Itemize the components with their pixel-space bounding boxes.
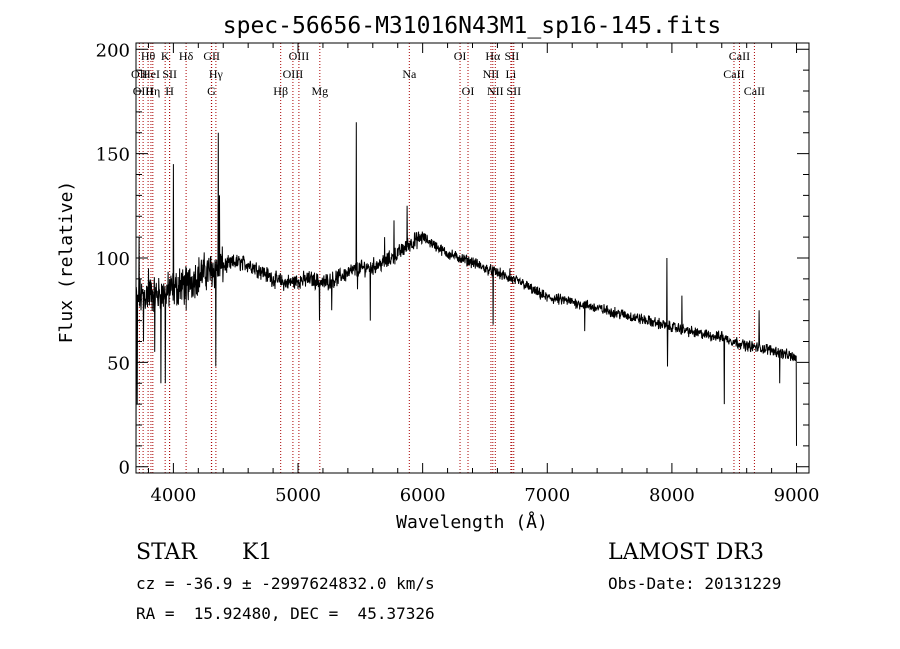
line-marker-label-9: GII (203, 49, 220, 63)
x-axis-label: Wavelength (Å) (396, 511, 548, 533)
line-marker-label-12: OIII (289, 49, 310, 63)
line-marker-label-6: SII (162, 67, 177, 81)
line-marker-label-20: SII (505, 49, 520, 63)
obs-date: Obs-Date: 20131229 (608, 574, 782, 593)
x-tick-label-0: 4000 (150, 485, 196, 506)
x-tick-label-3: 7000 (524, 485, 570, 506)
line-marker-label-18: OI (462, 84, 475, 98)
redshift-line: cz = -36.9 ± -2997624832.0 km/s (136, 574, 435, 593)
line-marker-label-15: Mg (311, 84, 328, 98)
spectrum-line (135, 122, 797, 457)
line-marker-label-5: K (161, 49, 170, 63)
line-marker-label-2: OIII (133, 84, 154, 98)
y-tick-label-1: 50 (107, 353, 130, 374)
x-tick-label-1: 5000 (275, 485, 321, 506)
y-tick-label-2: 100 (96, 249, 130, 270)
line-marker-label-22: Li (506, 67, 517, 81)
line-marker-label-11: G (207, 84, 216, 98)
x-axis-ticks: 4000 5000 6000 7000 8000 9000 (147, 43, 820, 506)
line-marker-label-4: Hη (145, 84, 160, 98)
chart-title: spec-56656-M31016N43M1_sp16-145.fits (223, 13, 722, 39)
line-marker-label-13: OIII (283, 67, 304, 81)
y-tick-label-3: 150 (96, 145, 130, 166)
line-marker-labels: Hθ OII OIII HeI Hη K SII H Hδ GII Hγ G OIII OIII Hβ Mg N… (131, 49, 765, 98)
line-marker-label-26: CaII (723, 67, 744, 81)
line-marker-label-24: SII (506, 84, 521, 98)
coordinates: RA = 15.92480, DEC = 45.37326 (136, 604, 435, 623)
line-marker-label-25: CaII (729, 49, 750, 63)
line-marker-label-16: Na (402, 67, 417, 81)
y-tick-label-4: 200 (96, 40, 130, 61)
line-marker-label-23: NII (487, 84, 504, 98)
line-marker-label-14: Hβ (273, 84, 288, 98)
y-tick-label-0: 0 (119, 458, 130, 479)
line-marker-label-7: H (165, 84, 174, 98)
line-marker-label-3: HeI (142, 67, 160, 81)
line-marker-label-17: OI (454, 49, 467, 63)
line-marker-label-10: Hγ (209, 67, 224, 81)
line-marker-label-8: Hδ (179, 49, 194, 63)
x-tick-label-2: 6000 (400, 485, 446, 506)
line-marker-label-1: OII (131, 67, 148, 81)
line-marker-label-0: Hθ (141, 49, 156, 63)
x-tick-label-5: 9000 (774, 485, 820, 506)
survey-name: LAMOST DR3 (608, 540, 764, 565)
line-marker-label-19: Hα (485, 49, 501, 63)
line-marker-label-27: CaII (744, 84, 765, 98)
object-class: STAR (136, 540, 197, 565)
y-axis-ticks: 0 50 100 150 200 (96, 40, 809, 479)
line-marker-label-21: NII (483, 67, 500, 81)
x-tick-label-4: 8000 (649, 485, 695, 506)
object-subclass: K1 (242, 540, 273, 565)
y-axis-label: Flux (relative) (56, 181, 77, 344)
